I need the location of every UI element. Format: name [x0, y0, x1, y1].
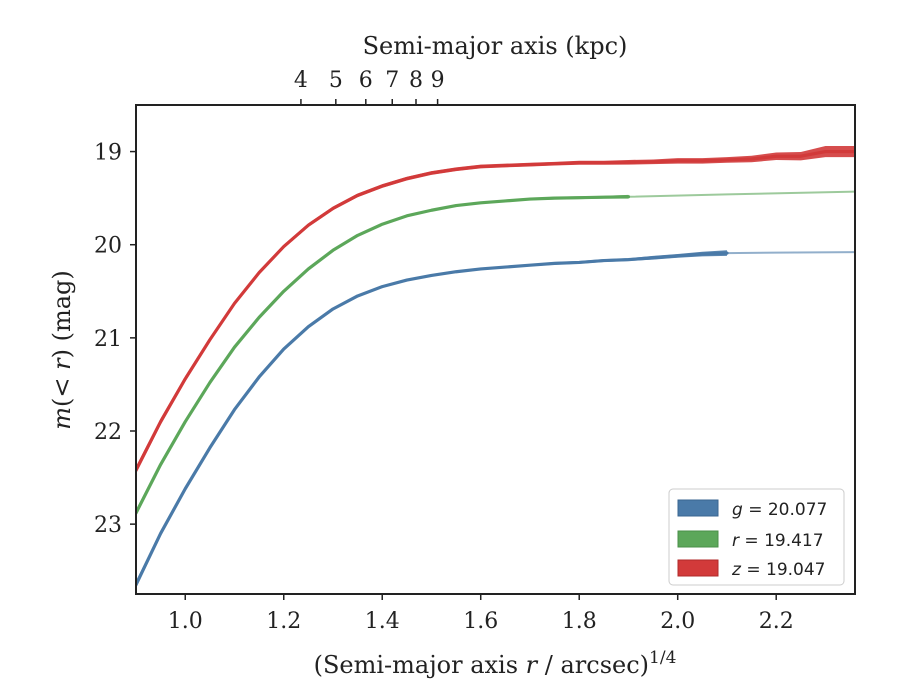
x-tick-label: 1.6 [463, 609, 498, 634]
legend: g = 20.077 r = 19.417 z = 19.047 [668, 488, 845, 586]
series-layer [136, 145, 855, 589]
series-g-band [136, 250, 727, 589]
top-x-tick-label: 7 [385, 68, 399, 93]
ticks-layer: 1.0 1.2 1.4 1.6 1.8 2.0 2.2 19 20 21 22 23 4 5 6 7 8 9 [94, 68, 794, 634]
y-tick-label: 19 [94, 141, 122, 166]
series-g-extension [726, 251, 855, 255]
x-tick-label: 1.4 [365, 609, 400, 634]
x-tick-label: 1.8 [562, 609, 597, 634]
series-z-band [136, 145, 855, 474]
x-tick-label: 1.2 [266, 609, 301, 634]
top-x-axis-title: Semi-major axis (kpc) [363, 32, 628, 60]
y-tick-label: 23 [94, 513, 122, 538]
top-x-tick-label: 9 [431, 68, 445, 93]
x-tick-label: 1.0 [168, 609, 203, 634]
series-r-extension [628, 190, 855, 198]
series-z-line [136, 149, 855, 472]
series-g-line [136, 251, 729, 587]
series-r-band [136, 194, 629, 517]
x-tick-label: 2.0 [660, 609, 695, 634]
series-r-line [136, 195, 631, 515]
top-x-tick-label: 8 [409, 68, 423, 93]
legend-swatch-z [677, 559, 719, 577]
legend-entry-r: r = 19.417 [677, 530, 824, 551]
legend-swatch-r [677, 530, 719, 548]
svg-text:r = 19.417: r = 19.417 [732, 531, 824, 551]
plot-frame [135, 104, 856, 595]
y-tick-label: 21 [94, 327, 122, 352]
x-axis-title: (Semi-major axis r / arcsec)1/4 [314, 648, 677, 679]
legend-swatch-g [677, 499, 719, 517]
svg-text:g = 20.077: g = 20.077 [732, 500, 827, 520]
top-x-tick-label: 4 [294, 68, 308, 93]
x-tick-label: 2.2 [759, 609, 794, 634]
y-tick-label: 22 [94, 420, 122, 445]
top-x-tick-label: 5 [329, 68, 343, 93]
legend-entry-z: z = 19.047 [677, 559, 825, 580]
legend-entry-g: g = 20.077 [677, 499, 827, 520]
top-x-tick-label: 6 [359, 68, 373, 93]
y-axis-title: m(< r) (mag) [48, 270, 76, 430]
y-tick-label: 20 [94, 234, 122, 259]
svg-text:z = 19.047: z = 19.047 [731, 560, 825, 580]
